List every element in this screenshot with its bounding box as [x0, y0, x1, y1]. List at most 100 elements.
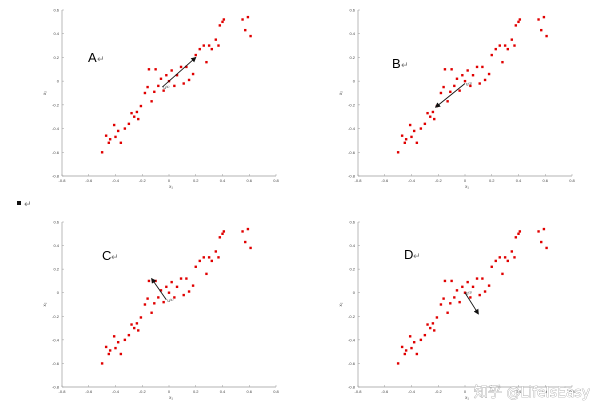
x-tick-label: 0.6	[246, 389, 252, 394]
return-mark: ↵	[97, 55, 105, 65]
x-tick-label: -0.6	[85, 178, 93, 183]
data-point	[153, 302, 156, 305]
y-tick-label: -0.8	[348, 174, 356, 179]
data-point	[431, 322, 435, 325]
data-point	[246, 15, 250, 19]
vector-label: u⁽¹⁾	[167, 298, 173, 303]
data-point	[453, 296, 456, 299]
data-point	[498, 256, 501, 259]
data-point	[483, 78, 487, 82]
return-mark: ↵	[24, 200, 32, 210]
scatter-panel-c: -0.8 -0.6 -0.4 -0.2 0 0.2 0.4 0.6 0.8 0.6 0.4 0.2 0 -…	[42, 220, 280, 401]
data-point	[403, 141, 407, 144]
data-point	[435, 316, 439, 319]
data-point	[198, 259, 201, 263]
x-tick-label: 0.2	[193, 389, 199, 394]
return-mark: ↵	[111, 253, 119, 263]
data-point	[191, 284, 195, 287]
data-point	[439, 303, 443, 306]
data-point	[150, 311, 153, 314]
x-tick-label: -0.2	[139, 389, 147, 394]
x-axis-label: x₁	[169, 184, 173, 189]
y-tick-label: -0.2	[52, 102, 60, 107]
data-point	[246, 227, 250, 231]
y-tick-label: -0.8	[348, 385, 356, 390]
data-point	[205, 272, 208, 276]
data-point	[194, 265, 197, 268]
x-tick-label: -0.6	[381, 389, 389, 394]
x-tick-label: 0	[464, 389, 467, 394]
y-tick-label: 0	[353, 79, 356, 84]
y-tick-label: 0.6	[349, 8, 355, 13]
data-point	[501, 60, 504, 64]
data-point	[443, 68, 447, 71]
x-tick-label: 0.4	[516, 389, 522, 394]
x-tick-label: 0	[464, 178, 467, 183]
data-point	[545, 34, 548, 38]
vector-label: u⁽¹⁾	[466, 82, 472, 87]
data-point	[537, 18, 540, 21]
data-point	[475, 277, 479, 280]
data-point	[205, 60, 208, 64]
data-point	[455, 289, 459, 292]
data-point	[439, 91, 443, 95]
x-tick-label: -0.2	[139, 178, 147, 183]
x-tick-label: 0.2	[489, 389, 495, 394]
data-point	[202, 44, 205, 47]
data-point	[182, 82, 185, 85]
data-point	[481, 65, 484, 69]
x-tick-label: 0.8	[273, 178, 279, 183]
data-point	[146, 85, 149, 89]
data-point	[217, 44, 220, 47]
data-point	[396, 362, 400, 365]
data-point	[143, 91, 147, 95]
data-point	[450, 279, 453, 283]
data-point	[478, 293, 481, 297]
data-point	[159, 289, 163, 292]
x-tick-label: 0.8	[273, 389, 279, 394]
y-tick-label: -0.4	[348, 337, 356, 342]
x-tick-label: -0.4	[112, 178, 120, 183]
y-tick-label: 0.2	[349, 267, 355, 272]
data-point	[249, 246, 252, 250]
data-point	[182, 293, 185, 297]
x-tick-label: -0.8	[355, 178, 363, 183]
panel-label-a: A	[88, 50, 97, 65]
data-point	[123, 338, 127, 342]
x-axis-label: x₁	[465, 395, 469, 400]
x-tick-label: 0.4	[220, 178, 226, 183]
data-point	[154, 68, 157, 71]
data-point	[408, 123, 412, 127]
y-tick-label: -0.6	[52, 150, 60, 155]
data-point	[107, 141, 111, 144]
data-point	[130, 111, 133, 115]
data-point	[179, 65, 183, 69]
data-point	[154, 279, 157, 283]
y-tick-label: 0.4	[53, 31, 59, 36]
data-point	[165, 74, 168, 77]
data-point	[150, 100, 153, 103]
x-tick-label: 0.8	[569, 178, 575, 183]
data-point	[135, 322, 139, 325]
bullet-mark: ↵	[17, 200, 32, 210]
data-point	[514, 236, 518, 239]
data-point	[513, 44, 516, 47]
scatter-panel-a: -0.8 -0.6 -0.4 -0.2 0 0.2 0.4 0.6 0.8 0.6 0.4 0.2 0 -…	[42, 8, 280, 190]
data-point	[108, 138, 112, 141]
x-tick-label: 0.2	[489, 178, 495, 183]
data-point	[510, 250, 514, 253]
y-axis-label: x₂	[338, 302, 343, 306]
y-tick-label: -0.4	[52, 126, 60, 131]
data-point	[157, 296, 160, 299]
data-point	[108, 349, 112, 352]
data-point	[198, 47, 201, 51]
direction-arrow	[464, 292, 479, 315]
data-point	[400, 345, 404, 349]
data-point	[498, 44, 501, 47]
data-point	[466, 69, 469, 72]
data-point	[185, 277, 188, 280]
data-point	[173, 84, 176, 88]
data-point	[410, 346, 413, 350]
data-point	[139, 316, 143, 319]
